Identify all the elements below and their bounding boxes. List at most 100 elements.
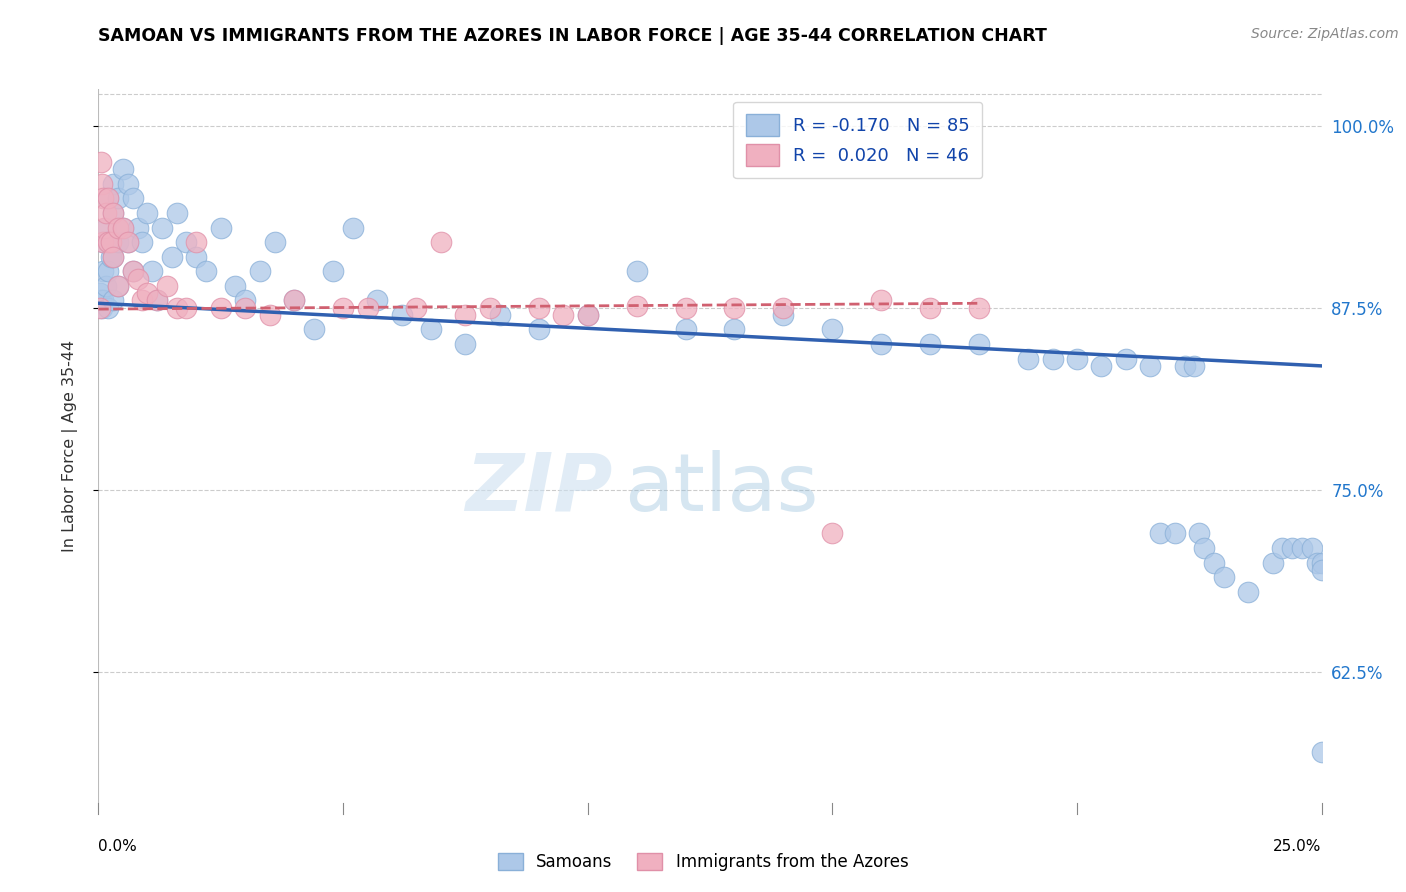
Point <box>332 301 354 315</box>
Point <box>576 308 599 322</box>
Point <box>166 301 188 315</box>
Point <box>107 220 129 235</box>
Text: Source: ZipAtlas.com: Source: ZipAtlas.com <box>1251 27 1399 41</box>
Point <box>723 301 745 315</box>
Point <box>90 177 112 191</box>
Point <box>111 162 134 177</box>
Point <box>1310 563 1333 577</box>
Point <box>1042 351 1064 366</box>
Point <box>97 264 120 278</box>
Text: atlas: atlas <box>624 450 818 528</box>
Point <box>342 220 364 235</box>
Point <box>1017 351 1039 366</box>
Y-axis label: In Labor Force | Age 35-44: In Labor Force | Age 35-44 <box>62 340 77 552</box>
Point <box>121 264 143 278</box>
Point <box>1090 359 1112 373</box>
Point <box>127 220 149 235</box>
Point <box>146 293 169 308</box>
Point <box>121 264 143 278</box>
Point <box>209 220 232 235</box>
Point <box>723 322 745 336</box>
Point <box>870 337 893 351</box>
Point <box>1188 526 1211 541</box>
Point <box>391 308 413 322</box>
Point <box>97 191 120 205</box>
Point <box>283 293 305 308</box>
Point <box>527 301 550 315</box>
Legend: R = -0.170   N = 85, R =  0.020   N = 46: R = -0.170 N = 85, R = 0.020 N = 46 <box>734 102 983 178</box>
Point <box>1164 526 1187 541</box>
Point <box>166 206 188 220</box>
Point <box>1310 556 1333 570</box>
Point <box>454 337 477 351</box>
Point <box>1306 556 1329 570</box>
Point <box>1281 541 1303 555</box>
Point <box>117 235 139 249</box>
Point <box>576 308 599 322</box>
Point <box>100 235 122 249</box>
Point <box>263 235 285 249</box>
Point <box>91 235 114 249</box>
Point <box>127 271 149 285</box>
Point <box>101 177 124 191</box>
Point <box>322 264 344 278</box>
Point <box>1261 556 1284 570</box>
Point <box>1184 359 1206 373</box>
Point <box>1066 351 1088 366</box>
Point <box>967 337 990 351</box>
Point <box>1139 359 1161 373</box>
Point <box>1192 541 1215 555</box>
Point <box>1301 541 1323 555</box>
Point <box>131 293 153 308</box>
Point <box>91 264 114 278</box>
Point <box>920 301 942 315</box>
Text: SAMOAN VS IMMIGRANTS FROM THE AZORES IN LABOR FORCE | AGE 35-44 CORRELATION CHAR: SAMOAN VS IMMIGRANTS FROM THE AZORES IN … <box>98 27 1047 45</box>
Point <box>283 293 305 308</box>
Point <box>89 301 111 315</box>
Point <box>90 293 112 308</box>
Point <box>302 322 325 336</box>
Point <box>131 235 153 249</box>
Point <box>150 220 173 235</box>
Point <box>90 155 112 169</box>
Point <box>1202 556 1225 570</box>
Point <box>1174 359 1197 373</box>
Point <box>91 235 114 249</box>
Point <box>101 206 124 220</box>
Point <box>107 191 129 205</box>
Point <box>626 299 648 313</box>
Point <box>91 293 114 308</box>
Point <box>97 301 120 315</box>
Point <box>111 220 134 235</box>
Point <box>1310 745 1333 759</box>
Point <box>195 264 218 278</box>
Point <box>821 526 844 541</box>
Text: 25.0%: 25.0% <box>1274 839 1322 855</box>
Point <box>224 278 246 293</box>
Point <box>772 301 794 315</box>
Point <box>94 220 117 235</box>
Point <box>233 301 256 315</box>
Point <box>107 278 129 293</box>
Point <box>1115 351 1137 366</box>
Point <box>101 293 124 308</box>
Point <box>136 286 159 301</box>
Point <box>1291 541 1313 555</box>
Point <box>101 250 124 264</box>
Point <box>259 308 281 322</box>
Point <box>1271 541 1294 555</box>
Point <box>93 220 115 235</box>
Point <box>107 278 129 293</box>
Point <box>772 308 794 322</box>
Point <box>405 301 427 315</box>
Point <box>626 264 648 278</box>
Point <box>821 322 844 336</box>
Point <box>675 301 697 315</box>
Point <box>356 301 378 315</box>
Point <box>420 322 443 336</box>
Point <box>160 250 183 264</box>
Point <box>967 301 990 315</box>
Point <box>101 250 124 264</box>
Point <box>117 177 139 191</box>
Point <box>920 337 942 351</box>
